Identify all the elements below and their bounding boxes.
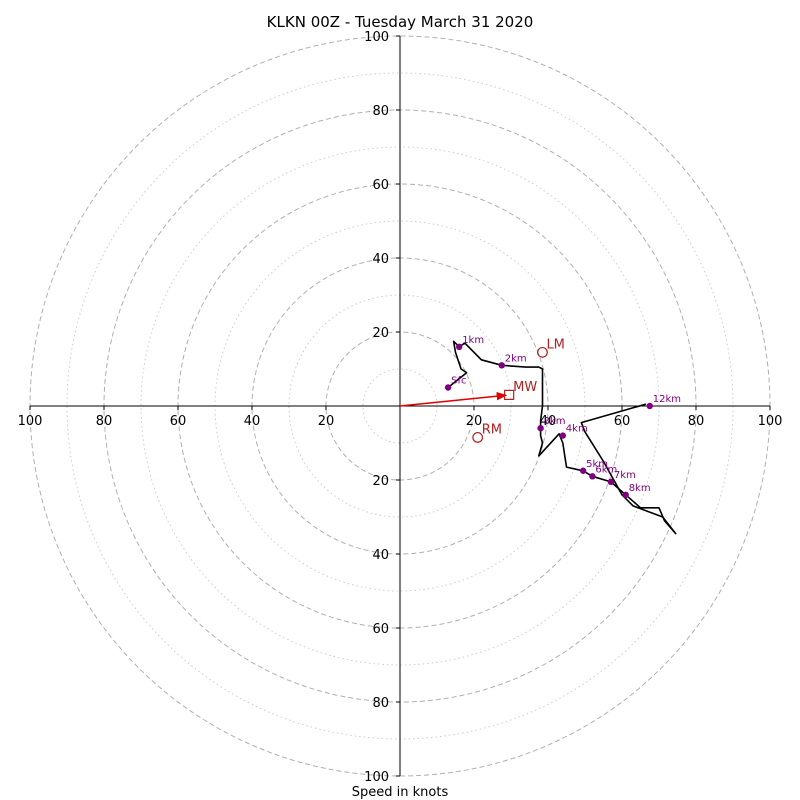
height-marker bbox=[646, 402, 653, 410]
x-tick-label: 60 bbox=[614, 414, 631, 429]
y-tick-label: 40 bbox=[372, 548, 389, 563]
x-tick-label: 60 bbox=[170, 414, 187, 429]
height-marker-label: 6km bbox=[595, 464, 617, 475]
y-tick-label: 100 bbox=[364, 770, 389, 785]
height-marker bbox=[589, 473, 596, 480]
storm-motion-marker bbox=[537, 346, 548, 358]
x-tick-label: 80 bbox=[688, 414, 705, 429]
y-tick-label: 20 bbox=[372, 474, 389, 489]
height-marker-label: 12km bbox=[653, 394, 681, 405]
x-tick-label: 100 bbox=[18, 414, 43, 429]
mean-wind-arrow-group bbox=[399, 391, 508, 407]
height-marker-label: Sfc bbox=[451, 376, 466, 387]
storm-motion-marker bbox=[504, 389, 515, 400]
height-marker bbox=[444, 384, 452, 391]
storm-motion-label: RM bbox=[482, 422, 502, 437]
x-tick-label: 20 bbox=[466, 414, 483, 429]
height-marker bbox=[579, 467, 587, 474]
height-marker-label: 1km bbox=[462, 335, 484, 346]
height-marker bbox=[537, 425, 544, 432]
y-tick-label: 40 bbox=[372, 252, 389, 267]
hodograph-trace-group bbox=[447, 340, 677, 535]
mean-wind-arrow bbox=[399, 391, 508, 407]
storm-motion-markers: LM RM MW bbox=[472, 337, 565, 443]
y-tick-label: 60 bbox=[372, 622, 389, 637]
height-marker-label: 2km bbox=[505, 353, 527, 364]
x-axis-label: Speed in knots bbox=[352, 785, 449, 800]
height-marker bbox=[559, 432, 566, 439]
height-marker bbox=[607, 478, 615, 486]
x-tick-label: 20 bbox=[318, 414, 335, 429]
x-tick-label: 100 bbox=[758, 414, 783, 429]
y-tick-label: 20 bbox=[372, 326, 389, 341]
x-tick-label: 40 bbox=[540, 414, 557, 429]
y-tick-label: 80 bbox=[372, 104, 389, 119]
x-tick-label: 80 bbox=[96, 414, 113, 429]
x-tick-label: 40 bbox=[244, 414, 261, 429]
y-tick-label: 80 bbox=[372, 696, 389, 711]
height-marker-label: 8km bbox=[629, 483, 651, 494]
storm-motion-label: MW bbox=[513, 380, 537, 395]
y-tick-label: 60 bbox=[372, 178, 389, 193]
height-marker bbox=[498, 362, 505, 369]
height-marker-label: 3km bbox=[544, 416, 566, 427]
storm-motion-marker bbox=[472, 432, 484, 443]
height-marker-label: 4km bbox=[566, 424, 588, 435]
height-marker bbox=[456, 343, 463, 350]
tick-labels: 100 80 60 40 20 20 40 60 80 100 100 80 60 40 20 20 40 60 8… bbox=[18, 30, 783, 785]
y-tick-label: 100 bbox=[364, 30, 389, 45]
storm-motion-label: LM bbox=[546, 337, 564, 352]
height-marker-label: 5km bbox=[586, 459, 608, 470]
height-marker bbox=[622, 491, 629, 498]
hodograph-trace bbox=[447, 340, 677, 535]
height-marker-label: 7km bbox=[614, 470, 636, 481]
chart-title: KLKN 00Z - Tuesday March 31 2020 bbox=[267, 13, 534, 31]
